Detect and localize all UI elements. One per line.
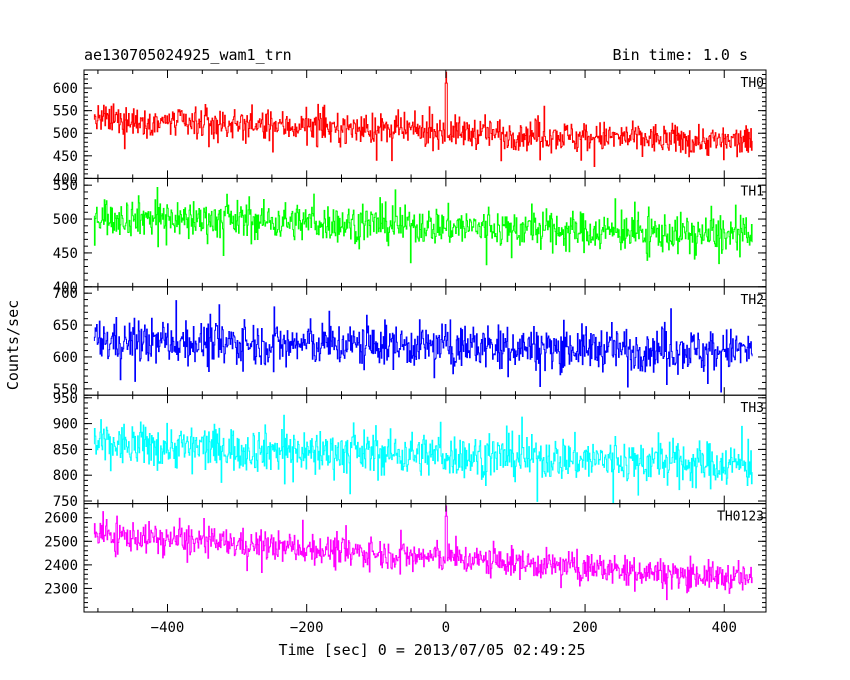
panels-group: TH0 400 450 500 550 600 TH1 400 450 500 550 TH2 550 6…: [44, 69, 767, 636]
series-line-th0123: [93, 505, 753, 601]
x-tick-label: 200: [572, 620, 597, 636]
y-tick-label: 950: [53, 391, 78, 407]
y-tick-label: 600: [53, 350, 78, 366]
bin-time-label: Bin time: 1.0 s: [613, 46, 748, 64]
chart-title: ae130705024925_wam1_trn: [84, 46, 292, 64]
y-tick-label: 400: [53, 280, 78, 296]
y-tick-label: 850: [53, 442, 78, 458]
y-axis-label: Counts/sec: [4, 300, 22, 390]
x-tick-label: 400: [712, 620, 737, 636]
y-tick-label: 550: [53, 382, 78, 398]
panel-frame-th0123: [83, 503, 767, 613]
panel-label-th1: TH1: [741, 184, 764, 199]
y-tick-label: 2600: [44, 511, 78, 527]
y-tick-label: 500: [53, 212, 78, 228]
x-axis-label: Time [sec] 0 = 2013/07/05 02:49:25: [278, 641, 585, 659]
y-tick-label: 800: [53, 468, 78, 484]
y-tick-label: 450: [53, 246, 78, 262]
y-tick-label: 750: [53, 494, 78, 510]
series-line-th1: [93, 187, 753, 266]
y-tick-label: 2300: [44, 581, 78, 597]
y-tick-label: 550: [53, 178, 78, 194]
y-tick-label: 500: [53, 126, 78, 142]
y-tick-label: 400: [53, 171, 78, 187]
y-tick-label: 2400: [44, 558, 78, 574]
y-tick-label: 600: [53, 81, 78, 97]
y-tick-label: 700: [53, 286, 78, 302]
x-tick-label: −200: [290, 620, 324, 636]
series-line-th2: [93, 300, 753, 393]
panel-label-th3: TH3: [741, 401, 764, 416]
series-line-th3: [93, 414, 753, 504]
x-tick-label: 0: [442, 620, 450, 636]
panel-label-th0123: TH0123: [717, 510, 764, 525]
y-tick-label: 450: [53, 149, 78, 165]
panel-label-th2: TH2: [741, 293, 764, 308]
panel-label-th0: TH0: [741, 76, 764, 91]
series-line-th0: [93, 71, 753, 167]
y-tick-label: 650: [53, 318, 78, 334]
y-tick-label: 2500: [44, 534, 78, 550]
x-tick-label: −400: [151, 620, 185, 636]
y-tick-label: 550: [53, 104, 78, 120]
y-tick-label: 900: [53, 417, 78, 433]
